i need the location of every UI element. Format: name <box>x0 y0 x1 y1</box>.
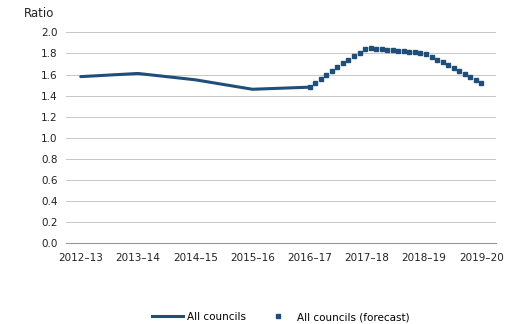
Text: Ratio: Ratio <box>24 7 54 20</box>
Legend: All councils, All councils (forecast): All councils, All councils (forecast) <box>148 308 414 324</box>
